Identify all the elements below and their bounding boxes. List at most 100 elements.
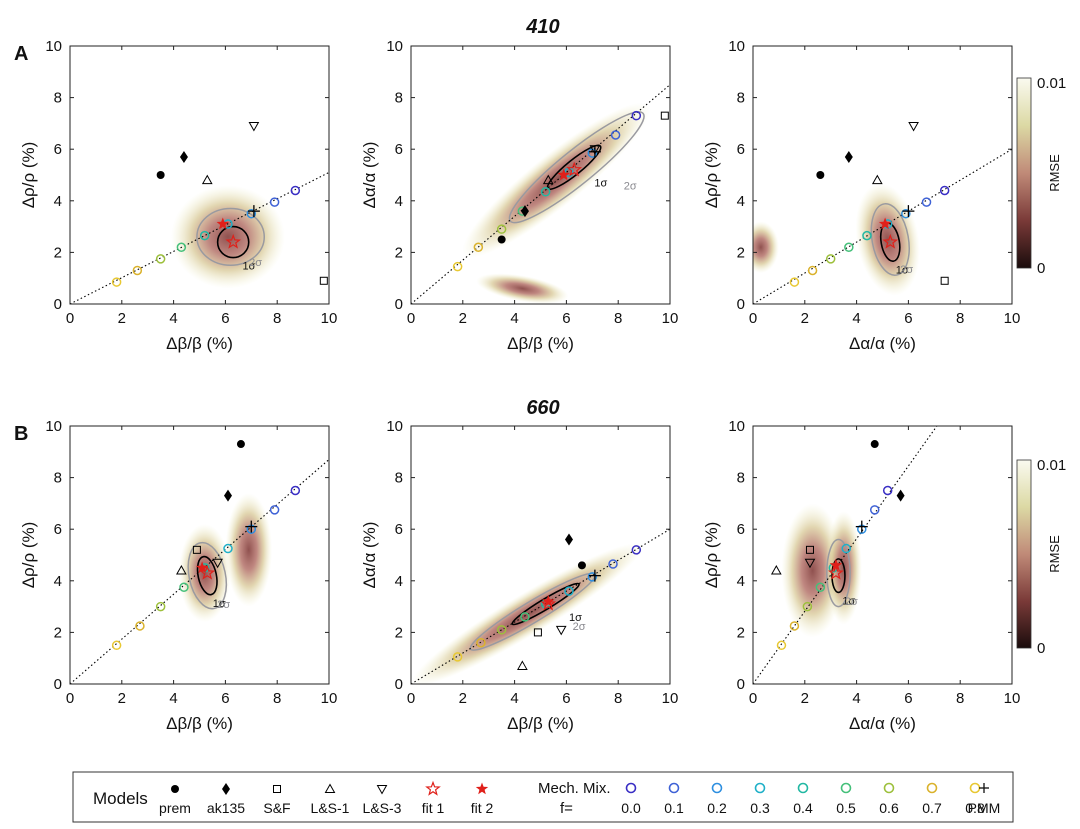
model-point-fit-1	[225, 233, 242, 249]
legend-mix-marker	[883, 782, 895, 794]
y-tick-label: 6	[54, 141, 62, 158]
model-point-fit-2	[216, 217, 229, 230]
model-point-pmm	[902, 205, 915, 218]
y-tick-label: 0	[395, 676, 403, 693]
plot-frame	[410, 45, 671, 305]
mixing-point-f-0.0	[882, 485, 893, 496]
contour-1-sigma	[196, 555, 218, 596]
colorbar-scale	[1016, 77, 1032, 269]
model-point-ak135	[179, 150, 188, 163]
y-tick-label: 4	[54, 573, 62, 590]
model-point-l-s-3	[555, 625, 567, 636]
mixing-point-f-0.6	[496, 224, 507, 234]
colorbar-min-label: 0	[1037, 260, 1045, 277]
rmse-misfit-region	[476, 273, 569, 304]
legend-model-label: fit 1	[422, 800, 445, 816]
x-tick-label: 10	[321, 690, 338, 707]
x-tick-label: 8	[614, 310, 622, 327]
y-tick-label: 10	[728, 38, 745, 55]
legend-mix-marker	[926, 782, 938, 794]
model-point-pmm	[245, 520, 258, 533]
mixing-point-f-0.2	[901, 208, 911, 219]
sigma-1-label: 1σ	[896, 264, 909, 276]
legend-f-value: 0.4	[793, 800, 813, 816]
mixing-point-f-0.7	[476, 637, 486, 648]
legend-models-title: Models	[93, 789, 148, 808]
plot-frame	[752, 425, 1013, 685]
y-tick-label: 8	[395, 90, 403, 107]
mixing-point-f-0.5	[815, 582, 826, 592]
colorbar-max-label: 0.01	[1037, 75, 1066, 92]
x-tick-label: 4	[852, 310, 860, 327]
model-point-l-s-1	[176, 564, 187, 575]
legend-marker-l-s-3	[376, 785, 388, 795]
x-tick-label: 6	[562, 310, 570, 327]
legend-f-value: 0.2	[707, 800, 727, 816]
model-point-prem	[816, 171, 825, 179]
y-tick-label: 4	[737, 573, 745, 590]
sigma-2-label: 2σ	[845, 596, 858, 608]
x-tick-label: 10	[662, 310, 679, 327]
model-point-prem	[870, 440, 879, 449]
mixing-point-f-0.6	[496, 625, 507, 635]
x-tick-label: 0	[407, 310, 415, 327]
model-point-fit-1	[199, 564, 216, 580]
x-axis-label: Δα/α (%)	[849, 334, 916, 353]
y-axis-label: Δρ/ρ (%)	[702, 522, 721, 589]
legend-marker-fit-2	[475, 782, 489, 795]
mixing-point-f-0.6	[802, 601, 813, 612]
x-tick-label: 6	[562, 690, 570, 707]
model-point-s-f	[660, 111, 669, 120]
y-tick-label: 6	[395, 141, 403, 158]
model-point-l-s-3	[589, 145, 601, 155]
model-point-prem	[577, 561, 586, 570]
legend-model-label: ak135	[207, 800, 245, 816]
model-point-pmm	[855, 520, 868, 533]
x-tick-label: 10	[1004, 690, 1021, 707]
rmse-misfit-region	[178, 524, 231, 623]
legend-f-value: 0.6	[879, 800, 899, 816]
legend-mixing: 0.0 0.1 0.2 0.3 0.4 0.5 0.6 0.7 0.8	[621, 782, 985, 816]
contour-2-sigma	[870, 203, 910, 276]
x-tick-label: 4	[169, 690, 177, 707]
y-tick-label: 0	[54, 676, 62, 693]
legend-models: prem ak135 S&F L&S-1 L&S-3 fit 1 fit 2	[159, 780, 493, 816]
mixing-point-f-0.5	[520, 612, 530, 622]
legend-pmm-marker	[979, 783, 989, 793]
y-axis-label: Δρ/ρ (%)	[702, 142, 721, 209]
model-point-pmm	[247, 205, 260, 218]
mixing-point-f-0.7	[473, 242, 484, 252]
y-tick-label: 4	[54, 193, 62, 210]
legend-mix-marker	[840, 782, 852, 794]
mixing-point-f-0.8	[452, 652, 463, 662]
y-tick-label: 2	[737, 624, 745, 641]
rmse-misfit-region	[171, 185, 285, 289]
legend-model-label: prem	[159, 800, 191, 816]
legend-box	[72, 771, 1014, 823]
mixing-point-f-0.4	[862, 230, 872, 241]
model-point-l-s-1	[201, 174, 213, 185]
mixing-point-f-0.1	[269, 197, 280, 207]
x-tick-label: 2	[459, 310, 467, 327]
model-point-ak135	[223, 489, 232, 502]
x-tick-label: 0	[749, 310, 757, 327]
x-tick-label: 10	[1004, 310, 1021, 327]
sigma-1-label: 1σ	[594, 177, 607, 189]
mixing-point-f-0.7	[807, 265, 818, 276]
mixing-point-f-0.0	[290, 485, 301, 496]
y-tick-label: 6	[737, 141, 745, 158]
mixing-point-f-0.3	[841, 543, 851, 554]
plot-frame	[69, 45, 330, 305]
x-tick-label: 4	[852, 690, 860, 707]
sigma-1-label: 1σ	[213, 598, 226, 610]
contour-2-sigma	[826, 538, 851, 608]
legend-f-value: 0.0	[621, 800, 641, 816]
mixing-point-f-0.1	[921, 197, 932, 207]
sigma-2-label: 2σ	[249, 257, 262, 269]
model-point-ak135	[844, 150, 853, 163]
mixing-point-f-0.6	[155, 254, 166, 264]
x-axis-label: Δβ/β (%)	[166, 714, 233, 733]
x-tick-label: 2	[801, 690, 809, 707]
rmse-misfit-region	[753, 221, 779, 274]
panel-label-a: A	[14, 43, 28, 65]
